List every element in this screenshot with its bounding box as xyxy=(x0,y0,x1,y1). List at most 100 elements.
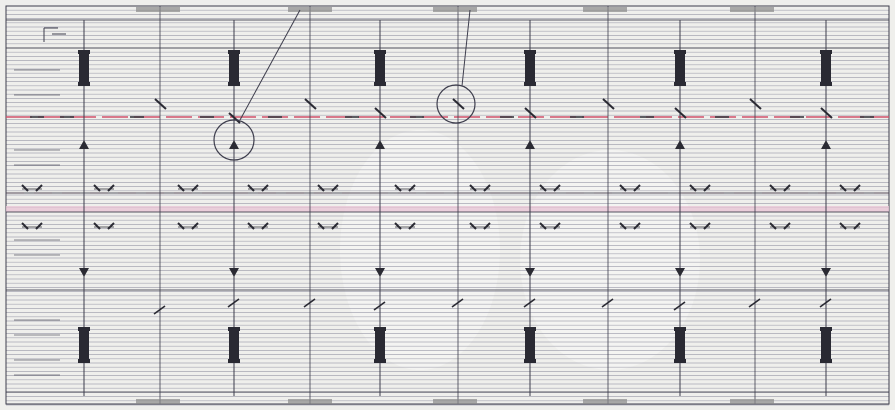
hatch-lines xyxy=(6,5,889,406)
bracket-pair-lower xyxy=(21,222,43,230)
slant-tick-lower xyxy=(451,298,464,308)
bracket-pair-upper xyxy=(394,184,416,192)
slant-tick-lower xyxy=(819,298,832,308)
device-part xyxy=(228,327,240,331)
mid-band xyxy=(6,206,889,212)
bracket-pair-lower xyxy=(394,222,416,230)
triangle-marker-lower xyxy=(675,268,685,277)
device-part xyxy=(674,50,686,54)
device-part xyxy=(228,50,240,54)
slant-tick xyxy=(228,112,241,124)
label-bar-bottom xyxy=(433,399,477,404)
bracket-pair-upper xyxy=(177,184,199,192)
corner-bracket xyxy=(43,27,66,42)
label-bar-bottom xyxy=(730,399,774,404)
device-part xyxy=(675,331,685,359)
bracket-pair-upper xyxy=(539,184,561,192)
light-patch xyxy=(340,130,500,370)
slant-tick-lower xyxy=(523,298,536,308)
device-part xyxy=(674,359,686,363)
device-top xyxy=(820,50,832,86)
device-top xyxy=(374,50,386,86)
triangle-marker-upper xyxy=(79,140,89,149)
device-part xyxy=(229,331,239,359)
slant-tick-lower xyxy=(601,298,614,308)
label-bar-top xyxy=(136,7,180,12)
slant-tick-lower xyxy=(748,298,761,308)
triangle-marker-upper xyxy=(375,140,385,149)
slant-tick xyxy=(749,98,762,110)
slant-tick xyxy=(602,98,615,110)
bracket-pair-upper xyxy=(689,184,711,192)
device-part xyxy=(524,82,536,86)
slant-tick xyxy=(304,98,317,110)
device-part xyxy=(820,50,832,54)
device-part xyxy=(821,331,831,359)
bracket-pair-upper xyxy=(769,184,791,192)
bracket-pair-upper xyxy=(93,184,115,192)
callout-leader xyxy=(239,9,301,121)
device-part xyxy=(228,82,240,86)
device-top xyxy=(228,50,240,86)
device-part xyxy=(79,54,89,82)
slant-tick xyxy=(374,107,387,119)
device-part xyxy=(78,82,90,86)
label-bar-top xyxy=(583,7,627,12)
bracket-pair-upper xyxy=(469,184,491,192)
slant-tick-lower xyxy=(673,301,686,311)
device-part xyxy=(78,50,90,54)
device-part xyxy=(674,327,686,331)
device-part xyxy=(525,54,535,82)
bracket-pair-lower xyxy=(247,222,269,230)
device-part xyxy=(821,54,831,82)
slant-tick-lower xyxy=(303,298,316,308)
label-bar-bottom xyxy=(136,399,180,404)
device-part xyxy=(374,82,386,86)
triangle-marker-upper xyxy=(229,140,239,149)
slant-tick xyxy=(674,107,687,119)
bracket-pair-lower xyxy=(769,222,791,230)
bracket-pair-lower xyxy=(539,222,561,230)
device-top xyxy=(524,50,536,86)
bracket-pair-lower xyxy=(689,222,711,230)
slant-tick-lower xyxy=(373,301,386,311)
triangle-marker-upper xyxy=(675,140,685,149)
bracket-pair-upper xyxy=(619,184,641,192)
highlight-circle xyxy=(213,119,255,161)
bracket-pair-upper xyxy=(247,184,269,192)
device-part xyxy=(374,359,386,363)
slant-tick xyxy=(524,107,537,119)
device-part xyxy=(674,82,686,86)
slant-tick xyxy=(820,107,833,119)
device-bottom xyxy=(374,327,386,363)
slant-tick-lower xyxy=(227,298,240,308)
light-patch xyxy=(520,150,700,370)
device-part xyxy=(78,327,90,331)
bracket-pair-lower xyxy=(317,222,339,230)
device-part xyxy=(524,50,536,54)
callout-leader xyxy=(461,9,471,87)
device-part xyxy=(78,359,90,363)
triangle-marker-lower xyxy=(375,268,385,277)
label-bar-top xyxy=(433,7,477,12)
bracket-pair-lower xyxy=(839,222,861,230)
device-part xyxy=(79,331,89,359)
triangle-marker-lower xyxy=(525,268,535,277)
triangle-marker-lower xyxy=(229,268,239,277)
device-part xyxy=(375,54,385,82)
device-bottom xyxy=(78,327,90,363)
slant-tick-lower xyxy=(153,305,166,315)
device-part xyxy=(524,327,536,331)
device-part xyxy=(229,54,239,82)
device-top xyxy=(78,50,90,86)
triangle-marker-upper xyxy=(525,140,535,149)
slant-tick xyxy=(154,98,167,110)
device-bottom xyxy=(820,327,832,363)
device-part xyxy=(524,359,536,363)
device-part xyxy=(375,331,385,359)
highlight-circle xyxy=(436,84,476,124)
device-part xyxy=(525,331,535,359)
label-bar-bottom xyxy=(288,399,332,404)
device-bottom xyxy=(228,327,240,363)
